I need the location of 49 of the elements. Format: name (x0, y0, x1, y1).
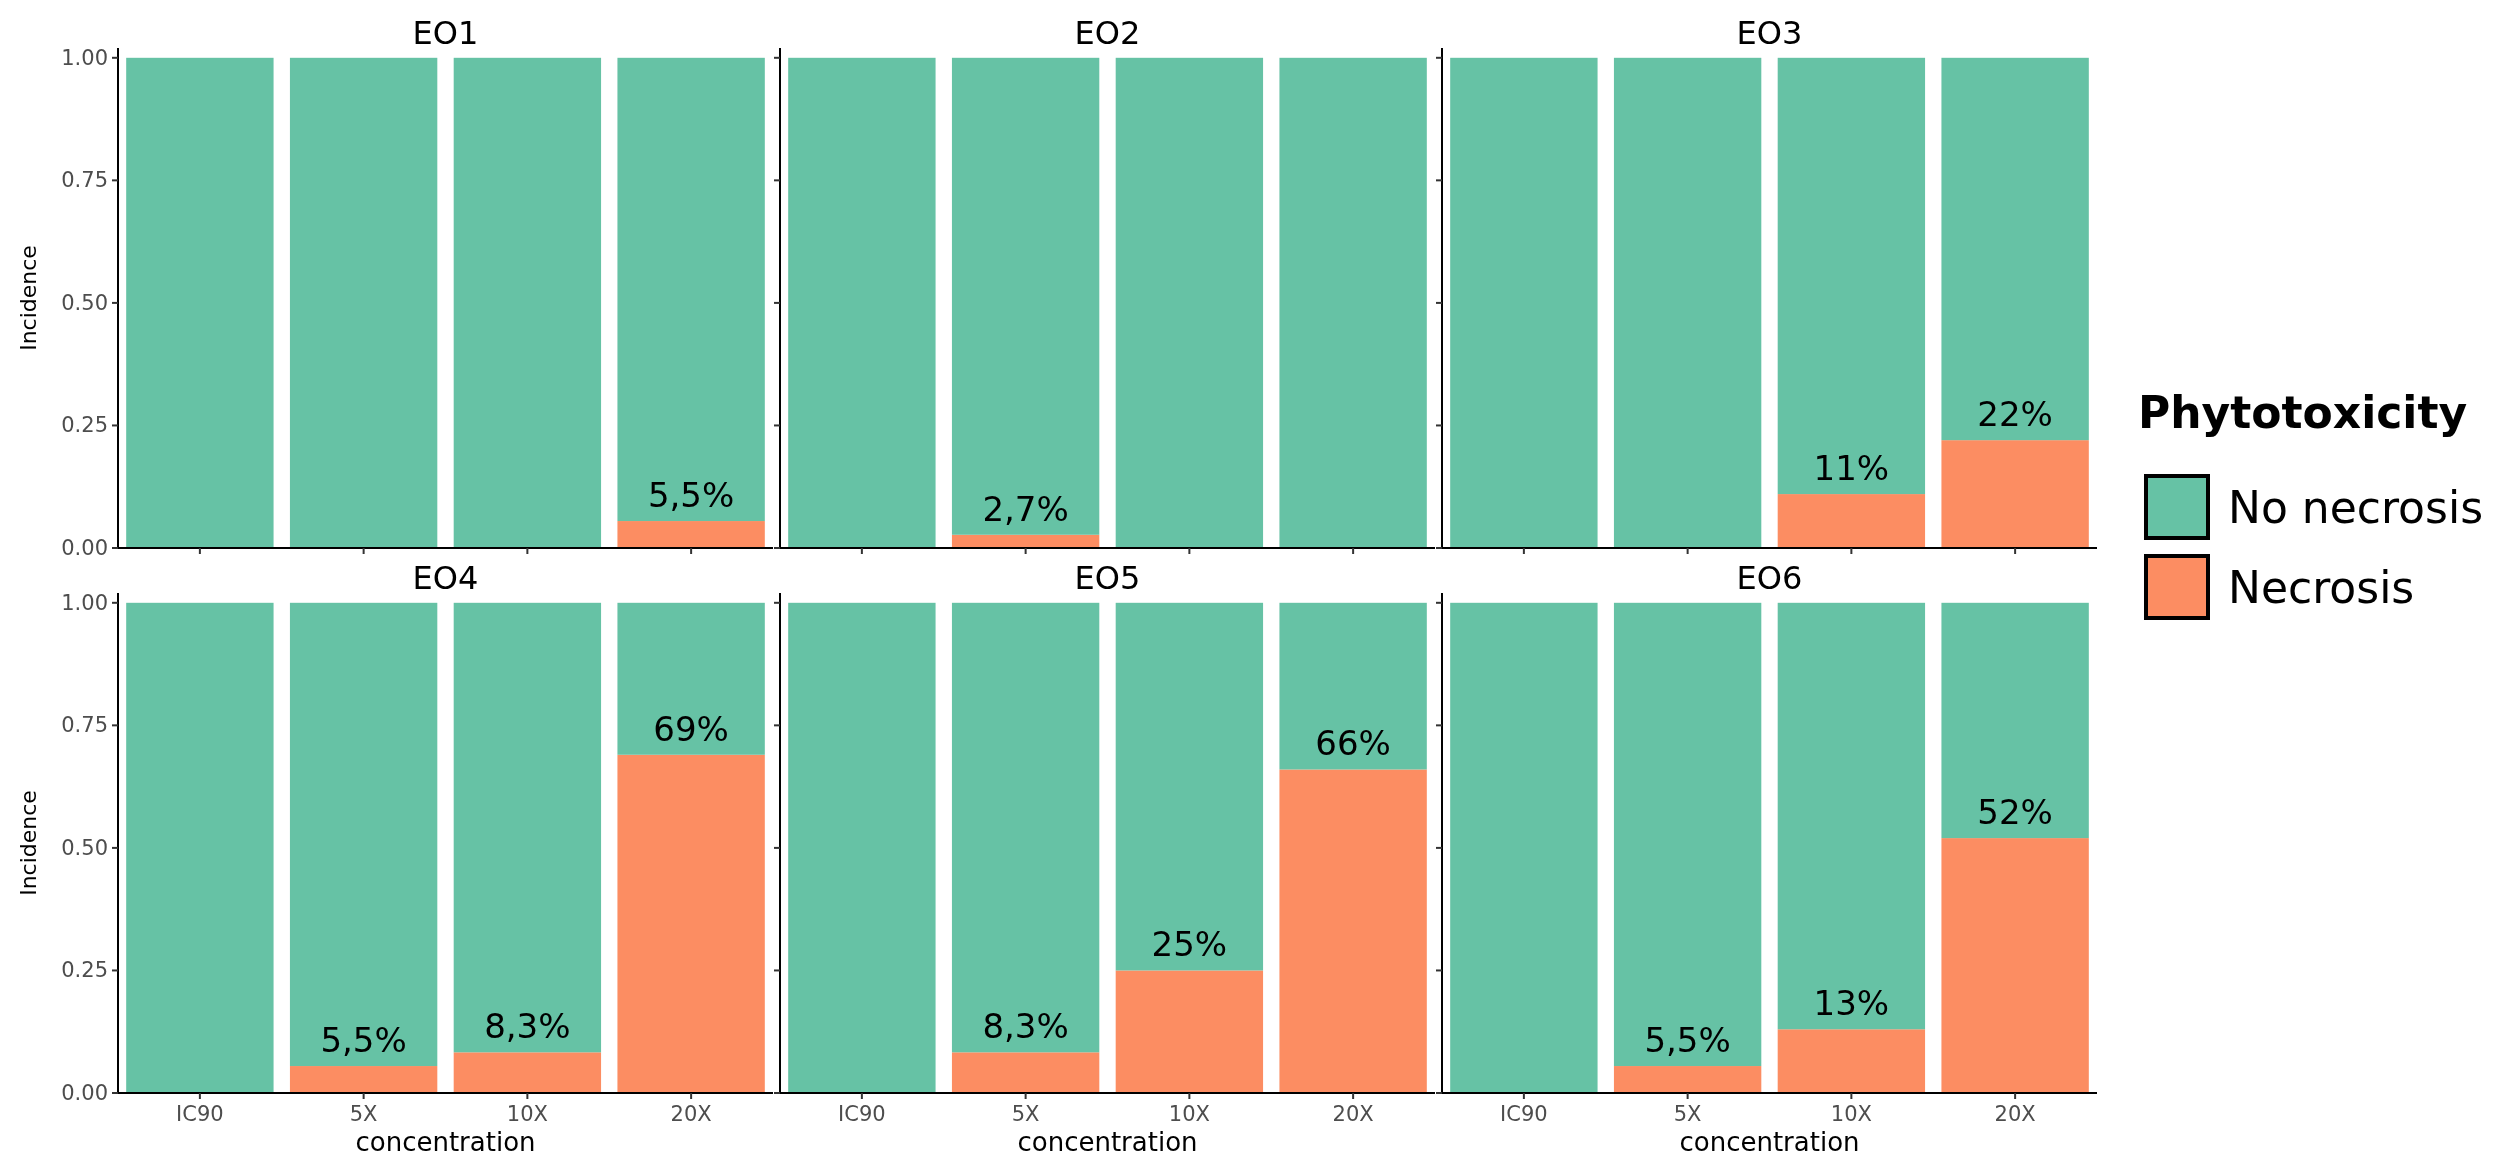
y-axis-title: Incidence (16, 790, 41, 896)
x-tick-label: 10X (1830, 1102, 1872, 1126)
y-axis-title: Incidence (16, 245, 41, 351)
x-tick-label: 20X (1994, 1102, 2036, 1126)
x-axis-title: concentration (1017, 1127, 1198, 1157)
x-tick-label: IC90 (176, 1102, 224, 1126)
chart-title: EO2 (1074, 14, 1141, 52)
chart-title: EO4 (412, 559, 479, 597)
y-tick-label: 0.50 (61, 835, 108, 860)
text: No necrosis (2228, 481, 2484, 533)
x-tick-label: 10X (506, 1102, 548, 1126)
x-tick-label: 10X (1168, 1102, 1210, 1126)
data-label: 66% (1315, 723, 1391, 764)
chart-title: EO5 (1074, 559, 1141, 597)
y-tick-label: 0.25 (61, 958, 108, 983)
data-label: 52% (1977, 792, 2053, 833)
chart-title: EO3 (1736, 14, 1803, 52)
x-tick-label: IC90 (838, 1102, 886, 1126)
y-tick-label: 0.75 (61, 168, 108, 193)
x-axis-title: concentration (355, 1127, 536, 1157)
data-label: 22% (1977, 394, 2053, 435)
chart-title: EO1 (412, 14, 479, 52)
x-tick-label: 5X (1011, 1102, 1040, 1126)
data-label: 5,5% (1644, 1020, 1731, 1061)
data-label: 11% (1813, 448, 1890, 489)
data-label: 5,5% (647, 475, 735, 516)
data-label: 8,3% (982, 1006, 1069, 1047)
y-tick-label: 0.00 (61, 536, 108, 560)
y-tick-label: 1.00 (61, 45, 108, 70)
y-tick-label: 1.00 (61, 590, 108, 615)
x-tick-label: IC90 (1500, 1102, 1548, 1126)
x-tick-label: 20X (670, 1102, 712, 1126)
data-label: 25% (1151, 924, 1228, 965)
y-tick-label: 0.50 (61, 290, 108, 315)
y-tick-label: 0.00 (61, 1081, 108, 1105)
data-label: 69% (653, 708, 729, 749)
x-tick-label: 20X (1332, 1102, 1374, 1126)
data-label: 13% (1813, 983, 1890, 1024)
x-tick-label: 5X (349, 1102, 378, 1126)
chart-title: EO6 (1736, 559, 1803, 597)
y-tick-label: 0.25 (61, 413, 108, 438)
x-axis-title: concentration (1679, 1127, 1860, 1157)
data-label: 2,7% (982, 488, 1069, 529)
legend-title: Phytotoxicity (2138, 387, 2468, 438)
data-label: 8,3% (484, 1006, 571, 1047)
y-tick-label: 0.75 (61, 713, 108, 738)
x-tick-label: 5X (1673, 1102, 1702, 1126)
legend-label: Necrosis (2228, 561, 2415, 613)
data-label: 5,5% (320, 1020, 407, 1061)
